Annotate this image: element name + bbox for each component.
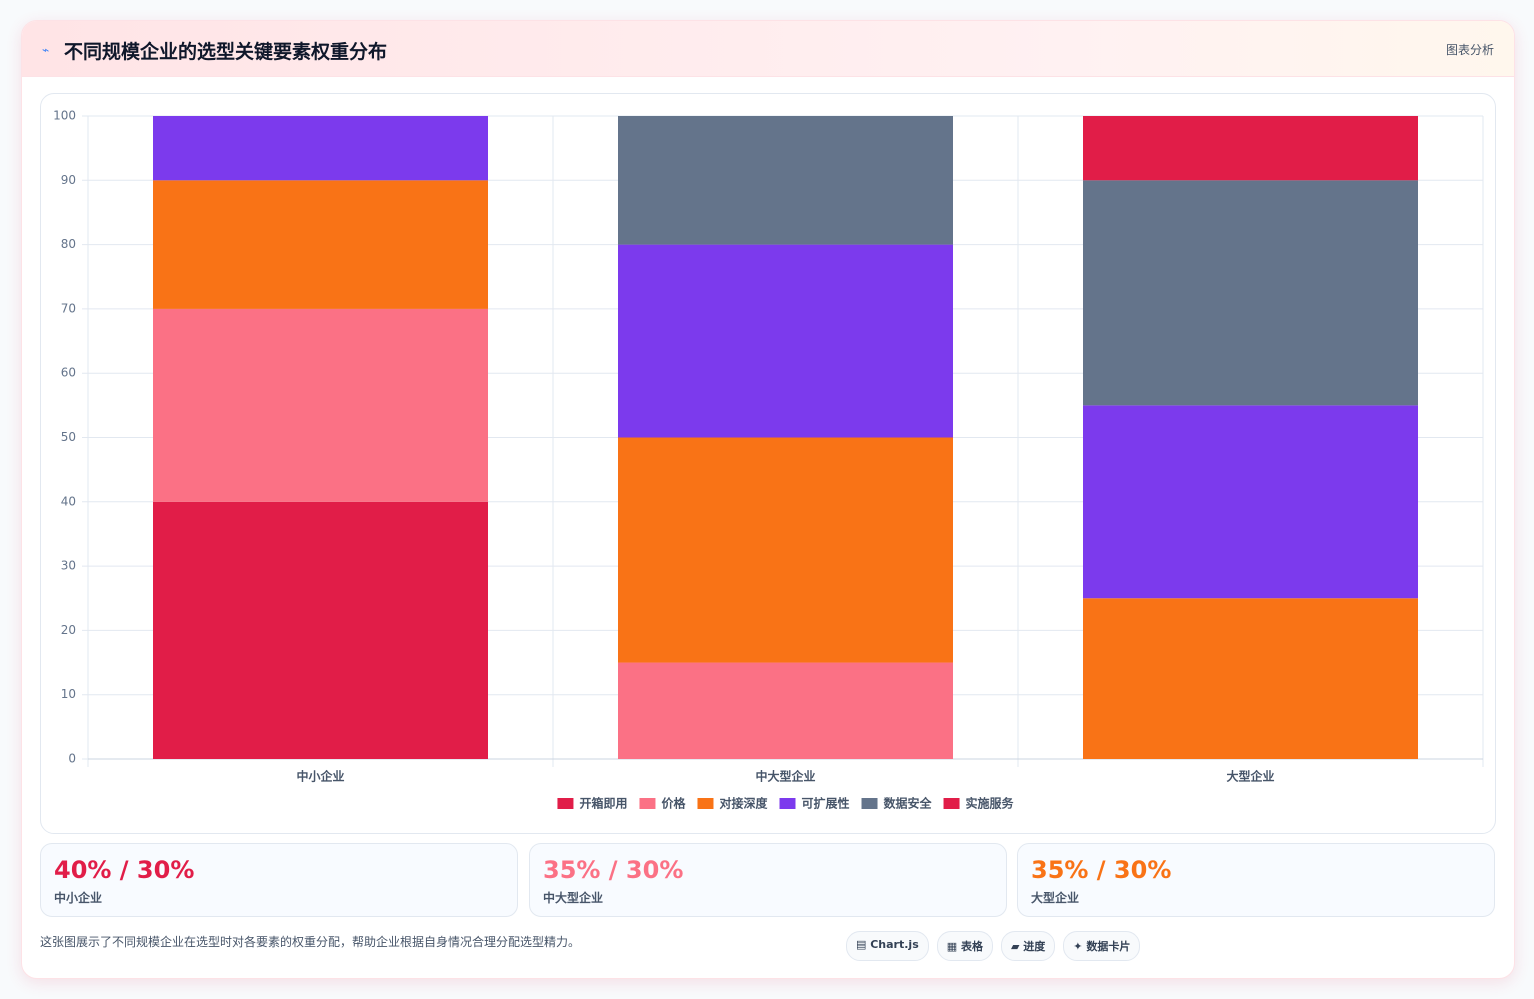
legend-swatch bbox=[557, 798, 574, 809]
action[interactable]: 图表分析 bbox=[1445, 43, 1494, 57]
tag[interactable]: ✦ 数据卡片 bbox=[1063, 931, 1141, 961]
legend-label: 实施服务 bbox=[966, 796, 1015, 811]
tag-text: 数据卡片 bbox=[1086, 940, 1131, 953]
bar-segment bbox=[618, 244, 953, 438]
stat-value: 35% / 30% bbox=[1031, 856, 1172, 884]
legend-swatch bbox=[779, 798, 796, 809]
y-tick-label: 100 bbox=[53, 109, 76, 123]
stat-value: 40% / 30% bbox=[54, 856, 195, 884]
stat-label: 大型企业 bbox=[1031, 891, 1080, 905]
bar-segment bbox=[153, 308, 488, 502]
bar-segment bbox=[1083, 180, 1418, 406]
tag[interactable]: ▦ 表格 bbox=[936, 931, 993, 961]
y-tick-label: 40 bbox=[61, 494, 76, 508]
bar-segment bbox=[153, 116, 488, 181]
legend-label: 对接深度 bbox=[719, 796, 768, 811]
tag[interactable]: ▤ Chart.js bbox=[846, 931, 929, 961]
legend-swatch bbox=[639, 798, 656, 809]
y-tick-label: 80 bbox=[61, 237, 76, 251]
y-tick-label: 30 bbox=[61, 559, 76, 573]
x-tick-label: 中大型企业 bbox=[755, 769, 815, 784]
x-tick-label: 中小企业 bbox=[296, 769, 344, 784]
stat-label: 中小企业 bbox=[54, 891, 103, 905]
legend-swatch bbox=[697, 798, 714, 809]
y-tick-label: 10 bbox=[61, 687, 76, 701]
stat-label: 中大型企业 bbox=[543, 891, 604, 905]
stat-card: 35% / 30% 大型企业 bbox=[1017, 843, 1495, 917]
stat-card: 35% / 30% 中大型企业 bbox=[529, 843, 1007, 917]
bar-segment bbox=[1083, 405, 1418, 599]
y-tick-label: 60 bbox=[61, 366, 76, 380]
legend-label: 价格 bbox=[661, 796, 686, 811]
y-tick-label: 0 bbox=[68, 752, 76, 766]
bar-segment bbox=[1083, 598, 1418, 759]
legend-label: 数据安全 bbox=[884, 796, 933, 811]
legend-swatch bbox=[861, 798, 878, 809]
legend-label: 可扩展性 bbox=[802, 796, 850, 811]
bar-segment bbox=[618, 437, 953, 663]
stat-card: 40% / 30% 中小企业 bbox=[40, 843, 518, 917]
y-tick-label: 70 bbox=[61, 301, 76, 315]
tags: ▤ Chart.js ▦ 表格 ▰ 进度 ✦ 数据卡片 bbox=[846, 931, 1141, 961]
bar-segment bbox=[153, 180, 488, 309]
bar-segment bbox=[1083, 116, 1418, 181]
y-tick-label: 90 bbox=[61, 173, 76, 187]
y-tick-label: 50 bbox=[61, 430, 76, 444]
legend-swatch bbox=[943, 798, 960, 809]
y-tick-label: 20 bbox=[61, 623, 76, 637]
tag-text: 进度 bbox=[1023, 940, 1046, 953]
chart-panel bbox=[40, 93, 1496, 834]
x-tick-label: 大型企业 bbox=[1226, 769, 1274, 784]
title: 不同规模企业的选型关键要素权重分布 bbox=[64, 41, 388, 63]
bar-segment bbox=[618, 662, 953, 759]
card: ⌁ 不同规模企业的选型关键要素权重分布 图表分析 0 10 20 30 40 50 60 70… bbox=[21, 20, 1515, 979]
tag-text: Chart.js bbox=[870, 938, 919, 951]
legend-label: 开箱即用 bbox=[579, 796, 627, 811]
bar-segment bbox=[618, 116, 953, 245]
stat-value: 35% / 30% bbox=[543, 856, 684, 884]
tag[interactable]: ▰ 进度 bbox=[1000, 931, 1056, 961]
tag-text: 表格 bbox=[960, 940, 983, 953]
icon: ⌁ bbox=[42, 43, 50, 57]
description: 这张图展示了不同规模企业在选型时对各要素的权重分配，帮助企业根据自身情况合理分配… bbox=[40, 935, 581, 949]
bar-segment bbox=[153, 501, 488, 759]
header: ⌁ 不同规模企业的选型关键要素权重分布 图表分析 bbox=[22, 21, 1514, 77]
